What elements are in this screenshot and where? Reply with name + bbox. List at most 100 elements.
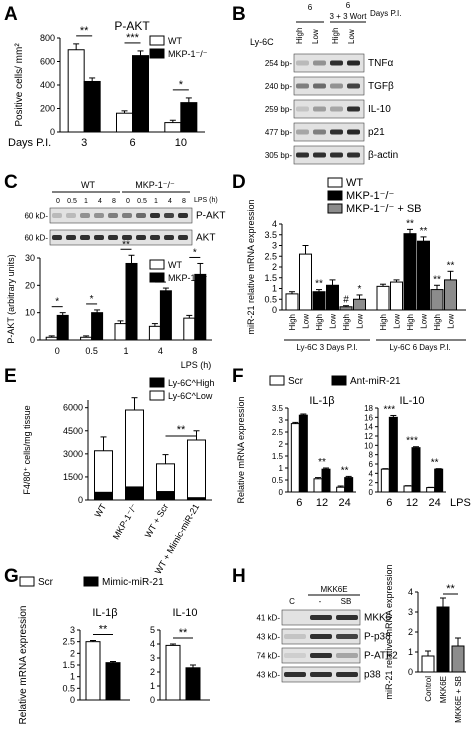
chart-e-ytick-label: 0 (78, 495, 83, 505)
blot-band (80, 235, 90, 240)
chart-h-ytick-label: 2 (408, 627, 413, 637)
chart-d-sig: ** (315, 279, 323, 290)
chart-g-ytick-label: 2 (70, 648, 75, 658)
blot-size-label: 60 kD- (24, 212, 48, 221)
panel-letter-h: H (232, 566, 246, 587)
chart-g: 00.511.522.53IL-1β**012345IL-10**Relativ… (18, 576, 210, 724)
chart-a-sig: * (179, 79, 184, 91)
blot-c-time-label: 4 (98, 198, 102, 205)
chart-d-bar (326, 284, 339, 311)
blot-row-label: IL-10 (368, 104, 391, 115)
chart-f-xlabel: LPS (h) (450, 497, 474, 509)
blot-row-label: β-actin (368, 150, 398, 161)
blot-band (150, 235, 160, 240)
blot-size-label: 43 kD- (256, 633, 280, 642)
chart-h-ytick-label: 0 (408, 667, 413, 677)
chart-f-bar (298, 414, 308, 493)
chart-f-legend-label: Ant-miR-21 (350, 376, 401, 387)
blot-b-row-label: Ly-6C (250, 37, 274, 47)
blot-band (313, 129, 326, 135)
blot-size-label: 74 kD- (256, 652, 280, 661)
blot-row-label: P-AKT (196, 211, 225, 222)
chart-d-group-label: Ly-6C 6 Days P.I. (389, 343, 450, 352)
chart-f-ytick-label: 14 (364, 423, 373, 432)
blot-h-header: MKK6E (320, 585, 347, 594)
blot-h-lane-label: SB (341, 597, 352, 606)
panel-letter-b: B (232, 4, 246, 25)
chart-f-ytick-label: 1.5 (272, 452, 284, 461)
blot-row-label: TNFα (368, 58, 393, 69)
chart-f-sig: *** (383, 404, 395, 415)
chart-d-bar (299, 253, 312, 311)
blot-band (122, 213, 132, 218)
chart-c-ytick-label: 10 (25, 308, 35, 318)
blot-c-time-label: 8 (112, 198, 116, 205)
blot-h-lane-label: C (289, 597, 295, 606)
blot-size-label: 305 bp- (265, 151, 292, 160)
blot-c-time-label: 1 (84, 198, 88, 205)
blot-band (347, 129, 360, 135)
chart-f: 00.511.522.533.5IL-1β6 12**24**0246810121… (236, 375, 474, 509)
blot-c-time-label: 0 (126, 198, 130, 205)
chart-a-sig: ** (80, 25, 89, 37)
chart-a-bar (132, 55, 149, 133)
blot-size-label: 41 kD- (256, 614, 280, 623)
chart-c-xtick-label: 0.5 (85, 346, 98, 356)
chart-d-xtick-label: Low (356, 314, 365, 329)
chart-c-xtick-label: 4 (158, 346, 163, 356)
chart-d-sig: ** (420, 226, 428, 237)
chart-g-ytick-label: 4 (150, 639, 155, 649)
chart-f-ytick-label: 4 (369, 469, 374, 478)
chart-g-bar (85, 641, 101, 701)
panel-letter-f: F (232, 366, 244, 387)
chart-d-sig: ** (447, 260, 455, 271)
chart-h-ytick-label: 3 (408, 607, 413, 617)
chart-d-xtick-label: Low (329, 314, 338, 329)
chart-g-sig: ** (179, 627, 188, 639)
chart-g-legend-swatch (83, 576, 99, 587)
chart-d-legend-label: MKP-1⁻/⁻ + SB (346, 203, 422, 215)
blot-band (336, 634, 358, 639)
chart-f-ytick-label: 2 (279, 440, 284, 449)
chart-a: P-AKT 0 200 400 600 800 3 ** 6 *** 10 * Days P.I. Pos… (8, 19, 208, 149)
chart-c-legend-swatch (149, 259, 165, 270)
blot-strip (293, 122, 365, 142)
chart-g-subtitle: IL-1β (92, 607, 117, 619)
chart-g-ytick-label: 0.5 (62, 683, 75, 693)
chart-h-bar (436, 606, 450, 673)
chart-f-bar (426, 487, 436, 493)
chart-a-legend-swatch (149, 35, 165, 46)
chart-f-xtick-label: 12 (316, 497, 328, 509)
chart-d-xtick-label: High (406, 314, 415, 330)
chart-d-bar (339, 306, 353, 311)
chart-g-ytick-label: 0 (150, 695, 155, 705)
blot-row-label: P-ATF2 (364, 651, 398, 662)
blot-b-lane-label: Low (347, 29, 356, 44)
chart-d-xtick-label: Low (393, 314, 402, 329)
blot-strip (293, 99, 365, 119)
blot-size-label: 477 bp- (265, 128, 292, 137)
blot-h: MKK6E C - SB 41 kD- MKK6 43 kD- P-p38 74 kD- P-… (256, 585, 398, 683)
chart-h-xtick-label: MKK6E + SB (454, 676, 463, 723)
blot-band (313, 152, 326, 158)
chart-h-xtick-label: Control (424, 676, 433, 702)
chart-e-xtick-label: MKP-1⁻/⁻ (111, 502, 140, 541)
chart-a-ytick-label: 0 (50, 127, 55, 137)
chart-f-bar (344, 477, 354, 493)
chart-d-ytick-label: 0 (272, 305, 277, 315)
panel-letter-c: C (4, 172, 18, 193)
blot-band (136, 235, 146, 240)
chart-g-ytick-label: 3 (150, 653, 155, 663)
chart-c-bar (194, 273, 207, 341)
chart-f-ytick-label: 2 (369, 479, 374, 488)
blot-band (284, 672, 306, 677)
blot-band (330, 152, 343, 158)
chart-a-title: P-AKT (114, 19, 150, 33)
chart-c-xlabel: LPS (h) (181, 360, 212, 370)
chart-g-ytick-label: 1 (150, 681, 155, 691)
blot-c: WT MKP-1⁻/⁻ LPS (h) 0 0.5 1 4 8 0 0.5 1 4 8 60 kD… (24, 180, 225, 246)
chart-a-xtick-label: 10 (175, 137, 187, 149)
